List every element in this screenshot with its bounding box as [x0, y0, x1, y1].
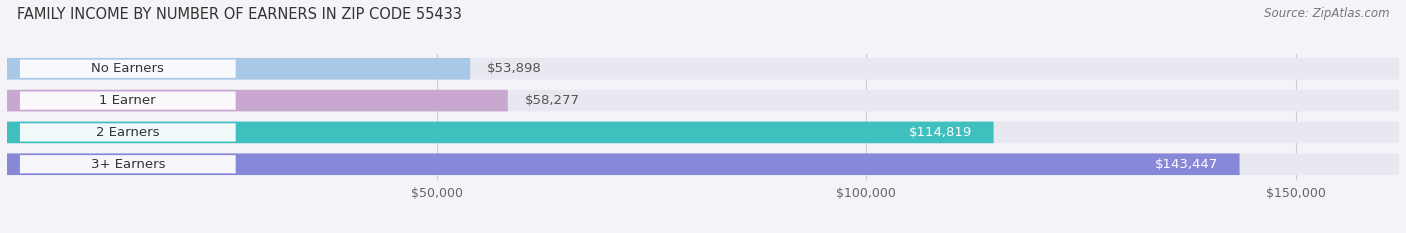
Text: 1 Earner: 1 Earner [100, 94, 156, 107]
FancyBboxPatch shape [7, 58, 470, 80]
Text: $58,277: $58,277 [524, 94, 579, 107]
FancyBboxPatch shape [7, 122, 994, 143]
FancyBboxPatch shape [20, 155, 236, 173]
FancyBboxPatch shape [7, 153, 1240, 175]
FancyBboxPatch shape [7, 90, 508, 111]
FancyBboxPatch shape [20, 60, 236, 78]
FancyBboxPatch shape [20, 92, 236, 110]
Text: Source: ZipAtlas.com: Source: ZipAtlas.com [1264, 7, 1389, 20]
Text: FAMILY INCOME BY NUMBER OF EARNERS IN ZIP CODE 55433: FAMILY INCOME BY NUMBER OF EARNERS IN ZI… [17, 7, 461, 22]
FancyBboxPatch shape [7, 122, 1399, 143]
FancyBboxPatch shape [20, 123, 236, 141]
FancyBboxPatch shape [7, 153, 1399, 175]
Text: 3+ Earners: 3+ Earners [90, 158, 165, 171]
Text: 2 Earners: 2 Earners [96, 126, 159, 139]
Text: $53,898: $53,898 [488, 62, 543, 75]
Text: $114,819: $114,819 [908, 126, 972, 139]
FancyBboxPatch shape [7, 90, 1399, 111]
FancyBboxPatch shape [7, 58, 1399, 80]
Text: No Earners: No Earners [91, 62, 165, 75]
Text: $143,447: $143,447 [1154, 158, 1218, 171]
